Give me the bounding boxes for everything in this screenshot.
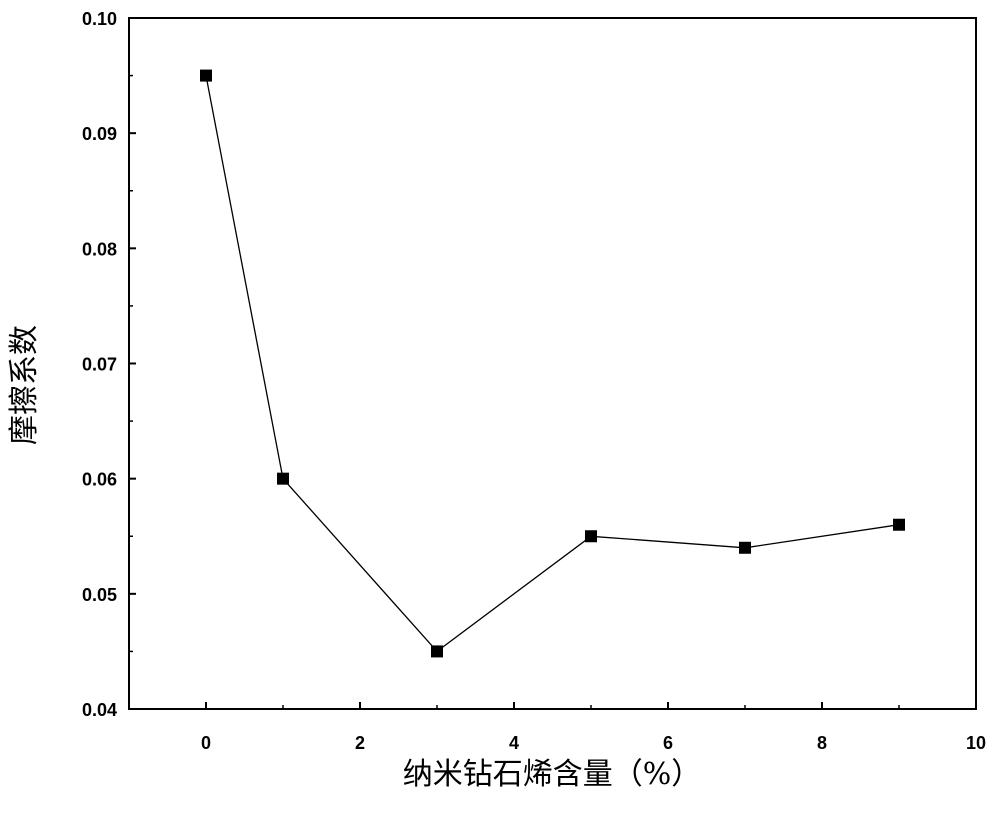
y-tick-label: 0.10 — [82, 9, 117, 29]
y-tick-label: 0.07 — [82, 355, 117, 375]
y-tick-label: 0.04 — [82, 700, 117, 720]
data-point — [200, 70, 212, 82]
y-axis-ticks: 0.04 0.05 0.06 0.07 0.08 0.09 0.10 — [82, 9, 136, 720]
data-point — [277, 473, 289, 485]
x-tick-label: 8 — [817, 733, 827, 753]
x-tick-label: 2 — [355, 733, 365, 753]
x-axis-title: 纳米钻石烯含量（%） — [403, 757, 702, 792]
y-tick-label: 0.08 — [82, 239, 117, 259]
y-axis-title: 摩擦系数 — [7, 325, 42, 445]
x-tick-label: 0 — [201, 733, 211, 753]
data-point — [585, 530, 597, 542]
data-point — [739, 542, 751, 554]
y-tick-label: 0.09 — [82, 124, 117, 144]
plot-frame — [129, 18, 976, 709]
series-layer — [200, 70, 905, 658]
data-point — [893, 519, 905, 531]
x-tick-label: 6 — [663, 733, 673, 753]
x-tick-label: 10 — [966, 733, 986, 753]
data-point — [431, 645, 443, 657]
y-tick-label: 0.05 — [82, 585, 117, 605]
y-tick-label: 0.06 — [82, 470, 117, 490]
x-tick-label: 4 — [509, 733, 519, 753]
series-line — [206, 76, 899, 652]
